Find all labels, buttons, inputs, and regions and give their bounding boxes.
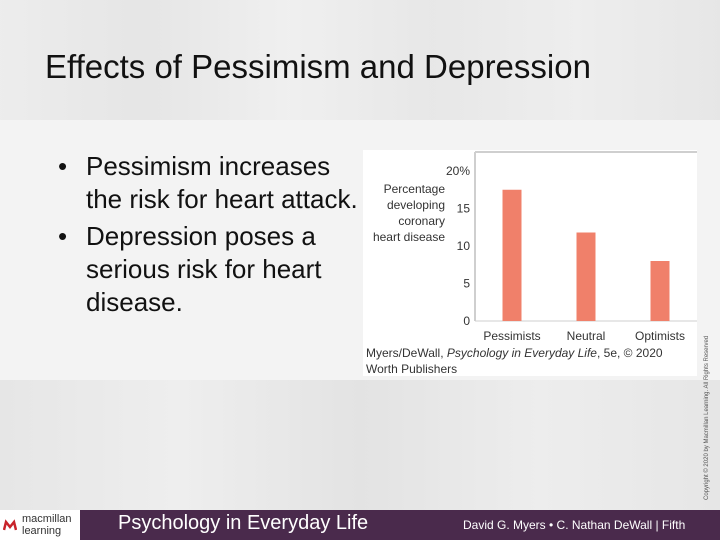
y-tick-label: 20% [446, 164, 470, 178]
logo-text-line2: learning [22, 525, 62, 537]
bullet-item: Pessimism increases the risk for heart a… [58, 150, 358, 216]
y-tick-label: 0 [463, 314, 470, 328]
footer-bar: macmillan learning Psychology in Everyda… [0, 510, 720, 540]
figure-credit: Myers/DeWall, Psychology in Everyday Lif… [366, 345, 696, 377]
x-tick-label: Optimists [635, 329, 685, 343]
logo-text-line1: macmillan [22, 513, 72, 525]
figure-credit-book: Psychology in Everyday Life [446, 346, 597, 360]
macmillan-logo: macmillan learning [0, 510, 80, 540]
bar-chart: Percentage developing coronary heart dis… [373, 151, 697, 343]
bullet-list: Pessimism increases the risk for heart a… [58, 150, 358, 323]
footer-book-title: Psychology in Everyday Life [118, 512, 369, 534]
figure-credit-prefix: Myers/DeWall, [366, 346, 447, 360]
y-axis-label-line: coronary [398, 214, 445, 228]
macmillan-m-icon [3, 519, 17, 531]
x-tick-label: Neutral [567, 329, 606, 343]
figure-credit-suffix: , 5e, © 2020 Worth Publishers [366, 346, 663, 376]
x-tick-label: Pessimists [483, 329, 540, 343]
y-tick-label: 15 [457, 202, 471, 216]
slide-title: Effects of Pessimism and Depression [45, 48, 591, 85]
bar-neutral [576, 232, 596, 321]
bar-pessimists [502, 189, 522, 321]
background-photo-collage [0, 0, 720, 120]
y-tick-label: 5 [463, 277, 470, 291]
background-photo-collage-bottom [0, 380, 720, 510]
y-tick-label: 10 [457, 239, 471, 253]
y-axis-label-line: heart disease [373, 230, 445, 244]
chart-figure: Percentage developing coronary heart dis… [363, 150, 697, 376]
y-axis-label-line: developing [387, 198, 445, 212]
footer-authors: David G. Myers • C. Nathan DeWall | Fift… [463, 518, 686, 532]
copyright-notice: Copyright © 2020 by Macmillan Learning. … [704, 335, 710, 500]
bar-optimists [650, 261, 670, 321]
y-axis-label-line: Percentage [384, 182, 446, 196]
bullet-item: Depression poses a serious risk for hear… [58, 220, 358, 319]
